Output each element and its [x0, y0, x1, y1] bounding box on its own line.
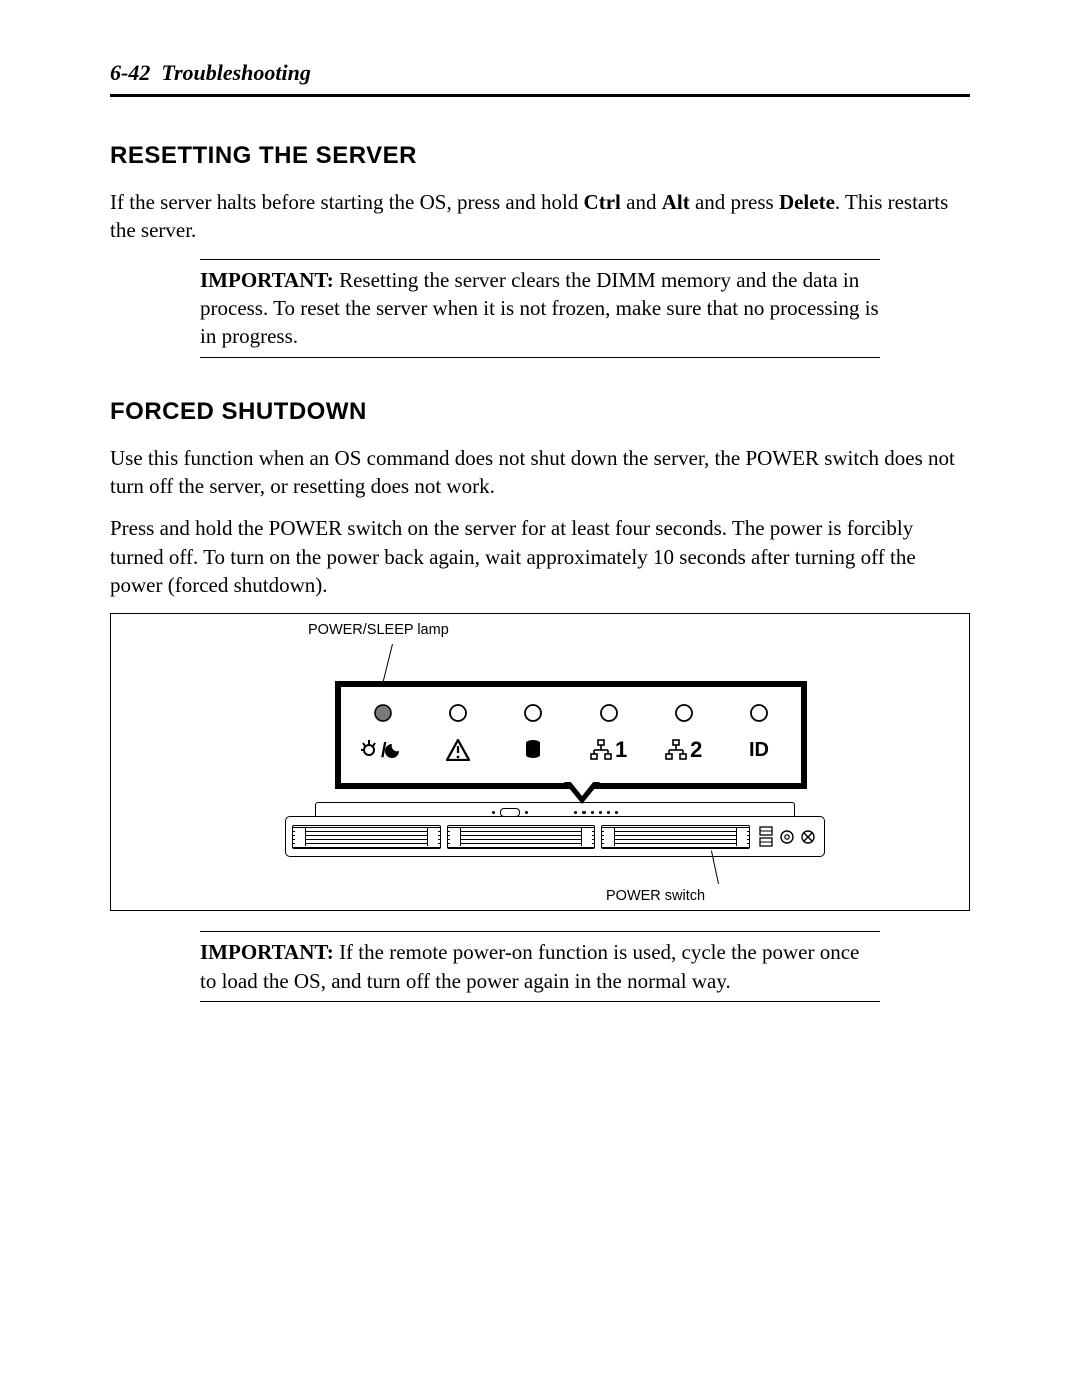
heading-resetting: RESETTING THE SERVER [110, 142, 970, 170]
page-header: 6-42 Troubleshooting [110, 60, 970, 94]
indicator-symbols-row: / 1 [341, 729, 801, 765]
chassis-body [285, 816, 825, 857]
circle-icon [434, 697, 482, 729]
forced-para2: Press and hold the POWER switch on the s… [110, 514, 970, 599]
text: and press [690, 190, 779, 214]
drive-bay [292, 825, 441, 849]
circle-icon [735, 697, 783, 729]
important-forced: IMPORTANT: If the remote power-on functi… [200, 931, 880, 1002]
dot-icon [525, 811, 528, 814]
lamp-label-text: POWER/SLEEP lamp [308, 622, 449, 638]
power-lamp-icon [359, 697, 407, 729]
warning-icon [434, 735, 482, 765]
net2-label: 2 [690, 737, 702, 763]
text: and [621, 190, 662, 214]
dot-icon [607, 811, 610, 814]
header-rule [110, 94, 970, 97]
dot-icon [599, 811, 602, 814]
figure-server-front: POWER/SLEEP lamp [110, 613, 970, 911]
key-alt: Alt [662, 190, 690, 214]
key-ctrl: Ctrl [584, 190, 621, 214]
drive-bay [601, 825, 750, 849]
reset-paragraph: If the server halts before starting the … [110, 188, 970, 245]
power-switch-icon [780, 830, 794, 844]
circle-icon [660, 697, 708, 729]
important-reset: IMPORTANT: Resetting the server clears t… [200, 259, 880, 358]
dot-icon [574, 811, 577, 814]
forced-para1: Use this function when an OS command doe… [110, 444, 970, 501]
id-label: ID [735, 735, 783, 765]
switch-label-text: POWER switch [606, 888, 705, 904]
id-button-icon [801, 830, 815, 844]
circle-icon [585, 697, 633, 729]
circle-icon [509, 697, 557, 729]
drive-bay [447, 825, 596, 849]
important-label: IMPORTANT: [200, 940, 334, 964]
key-delete: Delete [779, 190, 835, 214]
dot-icon [492, 811, 495, 814]
network1-icon: 1 [585, 735, 633, 765]
dot-icon [591, 811, 594, 814]
io-port-icon [759, 826, 773, 848]
control-cluster [756, 822, 818, 852]
important-label: IMPORTANT: [200, 268, 334, 292]
power-sleep-icon: / [359, 735, 407, 765]
page-number: 6-42 [110, 60, 150, 85]
dot-icon [615, 811, 618, 814]
net1-label: 1 [615, 737, 627, 763]
indicator-circles-row [341, 687, 801, 729]
network2-icon: 2 [660, 735, 708, 765]
server-chassis [285, 802, 825, 857]
chapter-title: Troubleshooting [161, 60, 311, 85]
heading-forced-shutdown: FORCED SHUTDOWN [110, 398, 970, 426]
disk-icon [509, 735, 557, 765]
dot-icon [582, 811, 585, 814]
text: If the server halts before starting the … [110, 190, 584, 214]
indicator-panel: / 1 [335, 681, 807, 789]
